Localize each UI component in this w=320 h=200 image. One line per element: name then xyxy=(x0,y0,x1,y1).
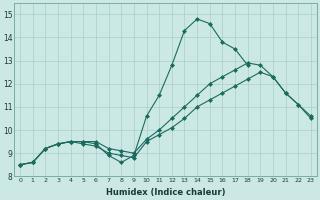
X-axis label: Humidex (Indice chaleur): Humidex (Indice chaleur) xyxy=(106,188,225,197)
